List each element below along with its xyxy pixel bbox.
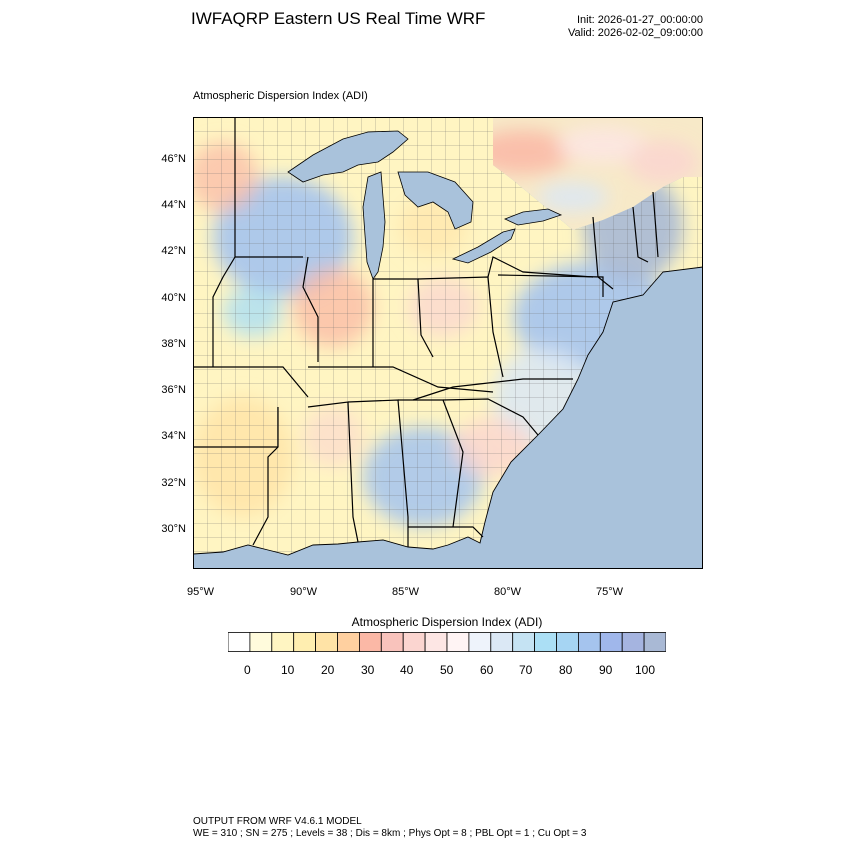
colorbar-box-14 bbox=[534, 632, 557, 652]
colorbar-box-4 bbox=[315, 632, 338, 652]
coastline bbox=[193, 177, 703, 556]
lon-label-75: 75°W bbox=[596, 586, 624, 598]
colorbar-label-100: 100 bbox=[635, 663, 656, 677]
colorbar-box-19 bbox=[643, 632, 666, 652]
colorbar-box-18 bbox=[621, 632, 645, 652]
colorbar-box-16 bbox=[577, 632, 601, 652]
lon-label-90: 90°W bbox=[290, 586, 318, 598]
colorbar-box-5 bbox=[337, 632, 360, 652]
colorbar-label-0: 0 bbox=[244, 663, 251, 677]
lat-label-46: 46°N bbox=[161, 153, 186, 165]
colorbar-box-9 bbox=[424, 632, 448, 652]
state-borders bbox=[193, 117, 659, 547]
great-lakes bbox=[287, 130, 563, 280]
colorbar-label-60: 60 bbox=[480, 663, 494, 677]
colorbar-label-50: 50 bbox=[440, 663, 454, 677]
lat-label-44: 44°N bbox=[161, 199, 186, 211]
model-info-line2: WE = 310 ; SN = 275 ; Levels = 38 ; Dis … bbox=[193, 828, 587, 839]
colorbar-label-40: 40 bbox=[400, 663, 414, 677]
colorbar-box-3 bbox=[293, 632, 316, 652]
colorbar-label-90: 90 bbox=[599, 663, 613, 677]
colorbar bbox=[228, 632, 666, 652]
lat-label-34: 34°N bbox=[161, 430, 186, 442]
model-info-line1: OUTPUT FROM WRF V4.6.1 MODEL bbox=[193, 816, 362, 827]
lat-label-36: 36°N bbox=[161, 384, 186, 396]
colorbar-label-70: 70 bbox=[519, 663, 533, 677]
lat-label-32: 32°N bbox=[161, 477, 186, 489]
lon-label-80: 80°W bbox=[494, 586, 522, 598]
map-title: IWFAQRP Eastern US Real Time WRF bbox=[191, 9, 486, 28]
colorbar-box-13 bbox=[512, 632, 536, 652]
colorbar-box-7 bbox=[380, 632, 404, 652]
map-frame bbox=[193, 117, 703, 569]
lat-label-30: 30°N bbox=[161, 523, 186, 535]
colorbar-box-8 bbox=[402, 632, 426, 652]
init-time: Init: 2026-01-27_00:00:00 bbox=[577, 14, 703, 26]
lake-erie bbox=[451, 228, 516, 264]
lat-label-40: 40°N bbox=[161, 292, 186, 304]
colorbar-box-11 bbox=[468, 632, 492, 652]
colorbar-box-15 bbox=[556, 632, 579, 652]
lon-label-95: 95°W bbox=[187, 586, 215, 598]
model-info: OUTPUT FROM WRF V4.6.1 MODEL WE = 310 ; … bbox=[193, 816, 586, 840]
lake-michigan bbox=[362, 171, 386, 280]
plot-subtitle: Atmospheric Dispersion Index (ADI) bbox=[193, 90, 368, 102]
lat-label-42: 42°N bbox=[161, 245, 186, 257]
colorbar-box-10 bbox=[446, 632, 470, 652]
lake-ontario bbox=[503, 208, 563, 226]
colorbar-label-20: 20 bbox=[321, 663, 335, 677]
adi-map bbox=[193, 117, 703, 569]
colorbar-box-6 bbox=[358, 632, 382, 652]
colorbar-box-17 bbox=[599, 632, 623, 652]
timestamp-block: Init: 2026-01-27_00:00:00 Valid: 2026-02… bbox=[568, 14, 703, 40]
colorbar-title: Atmospheric Dispersion Index (ADI) bbox=[351, 615, 543, 629]
colorbar-box-2 bbox=[271, 632, 295, 652]
colorbar-box-12 bbox=[490, 632, 514, 652]
lat-label-38: 38°N bbox=[161, 338, 186, 350]
valid-time: Valid: 2026-02-02_09:00:00 bbox=[568, 27, 703, 39]
lake-huron bbox=[397, 171, 474, 230]
colorbar-box-0 bbox=[228, 632, 251, 652]
colorbar-box-1 bbox=[249, 632, 273, 652]
colorbar-label-80: 80 bbox=[559, 663, 573, 677]
colorbar-label-30: 30 bbox=[361, 663, 375, 677]
lake-superior bbox=[287, 130, 409, 183]
lon-label-85: 85°W bbox=[392, 586, 420, 598]
colorbar-label-10: 10 bbox=[281, 663, 295, 677]
